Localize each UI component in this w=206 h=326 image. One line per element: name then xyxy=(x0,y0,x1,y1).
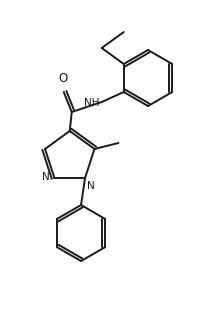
Text: N: N xyxy=(42,172,49,182)
Text: NH: NH xyxy=(84,98,100,108)
Text: N: N xyxy=(87,181,95,191)
Text: O: O xyxy=(58,72,67,85)
